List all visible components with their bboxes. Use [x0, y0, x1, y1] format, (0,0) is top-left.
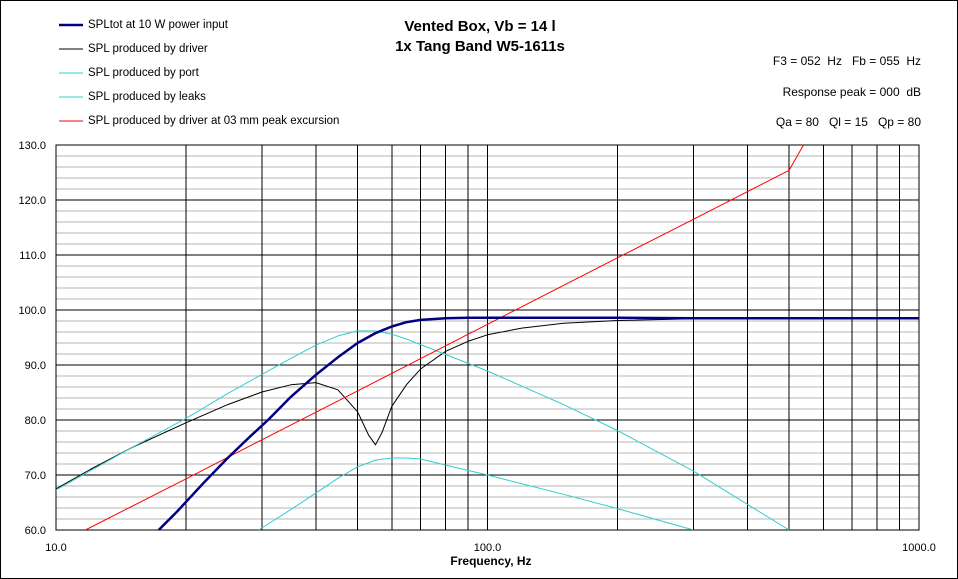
- y-tick-label: 90.0: [25, 360, 46, 372]
- legend-label-driver: SPL produced by driver: [88, 43, 208, 55]
- y-tick-label: 80.0: [25, 415, 46, 427]
- series-line: [258, 457, 694, 530]
- chart-subtitle: 1x Tang Band W5-1611s: [395, 38, 565, 55]
- info-q-values: Qa = 80 Ql = 15 Qp = 80: [775, 115, 921, 129]
- series-line: [85, 145, 804, 530]
- info-f3-fb: F3 = 052 Hz Fb = 055 Hz: [772, 54, 921, 68]
- series-line: [157, 316, 919, 530]
- series-line: [56, 317, 919, 490]
- info-response-peak: Response peak = 000 dB: [782, 85, 921, 99]
- y-tick-label: 100.0: [18, 305, 46, 317]
- x-tick-label: 10.0: [45, 542, 66, 554]
- y-tick-label: 110.0: [19, 250, 46, 262]
- x-axis-label: Frequency, Hz: [450, 554, 532, 568]
- x-tick-label: 1000.0: [902, 542, 936, 554]
- legend-label-spltot: SPLtot at 10 W power input: [88, 19, 228, 31]
- plot-border: [55, 144, 920, 531]
- legend-label-excursion: SPL produced by driver at 03 mm peak exc…: [88, 115, 340, 127]
- y-tick-label: 120.0: [18, 195, 46, 207]
- chart-title: Vented Box, Vb = 14 l: [404, 18, 556, 35]
- y-tick-label: 60.0: [25, 525, 46, 537]
- legend-label-port: SPL produced by port: [88, 67, 199, 79]
- y-tick-label: 70.0: [25, 470, 46, 482]
- series-line: [56, 330, 790, 530]
- x-tick-label: 100.0: [474, 542, 502, 554]
- y-tick-label: 130.0: [18, 140, 46, 152]
- legend-label-leaks: SPL produced by leaks: [88, 91, 206, 103]
